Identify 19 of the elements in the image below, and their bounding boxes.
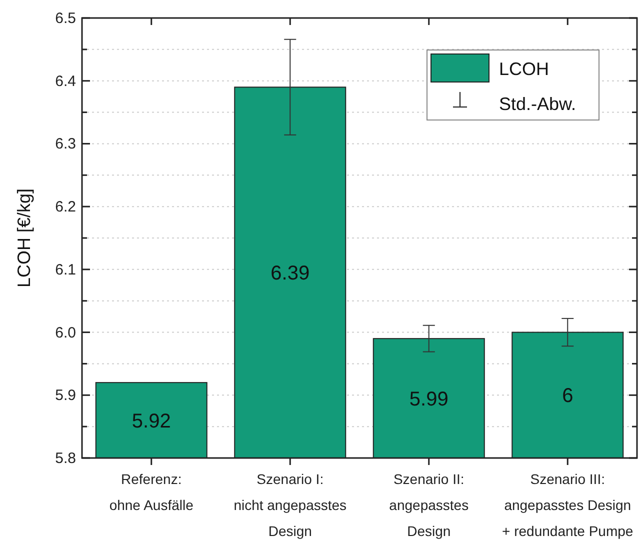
annotation: Std.-Abw. <box>499 94 576 114</box>
y-tick-label: 5.8 <box>55 450 76 467</box>
data-label: 5.99 <box>409 388 448 410</box>
y-tick-label: 6.1 <box>55 261 76 278</box>
data-label: 5.92 <box>132 410 171 432</box>
data-label: 6 <box>562 385 574 408</box>
x-tick-label: Szenario III: angepasstes Design + redundante Pumpe <box>502 471 634 539</box>
y-tick-label: 6.4 <box>55 72 76 90</box>
y-axis-title: LCOH [€/kg] <box>14 188 34 288</box>
y-tick-label: 6.0 <box>55 324 76 342</box>
legend-label: LCOH <box>499 59 550 79</box>
data-label: 6.39 <box>270 262 310 285</box>
y-tick-label: 6.2 <box>55 198 76 216</box>
y-tick-label: 5.9 <box>55 387 76 404</box>
y-tick-label: 6.3 <box>55 136 76 153</box>
y-tick-label: 6.5 <box>55 10 76 27</box>
x-tick-label: Referenz: ohne Ausfälle <box>109 471 194 513</box>
x-tick-label: Szenario I: nicht angepasstes Design <box>234 471 347 539</box>
x-tick-label: Szenario II: angepasstes Design <box>389 471 469 539</box>
